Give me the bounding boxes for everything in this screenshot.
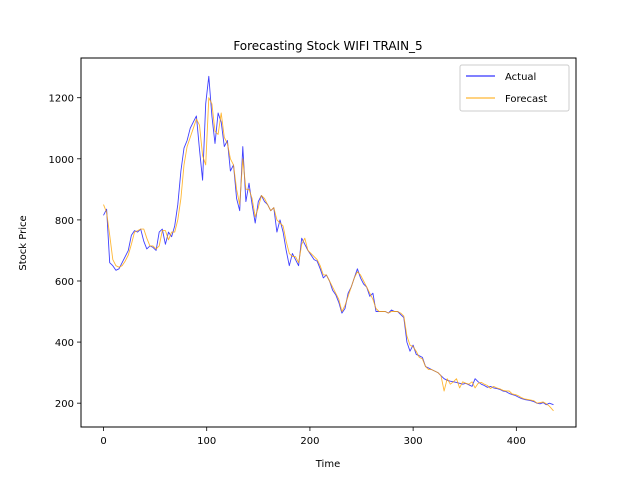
plot-frame bbox=[80, 57, 577, 428]
plot-area bbox=[103, 75, 554, 412]
y-tick-label: 600 bbox=[55, 277, 74, 288]
axes: 0 100 200 300 400 200 400 600 800 1000 1200 bbox=[49, 57, 577, 447]
x-tick-label: 100 bbox=[197, 436, 216, 447]
y-tick-label: 200 bbox=[55, 399, 74, 410]
x-tick-label: 0 bbox=[100, 436, 106, 447]
x-tick-label: 200 bbox=[300, 436, 319, 447]
y-axis-label: Stock Price bbox=[18, 215, 29, 270]
x-tick-label: 300 bbox=[404, 436, 423, 447]
y-tick-label: 1000 bbox=[49, 155, 74, 166]
x-tick-label: 400 bbox=[507, 436, 526, 447]
y-tick-label: 1200 bbox=[49, 94, 74, 105]
chart-title: Forecasting Stock WIFI TRAIN_5 bbox=[233, 39, 422, 53]
legend: Actual Forecast bbox=[459, 64, 570, 112]
legend-label-forecast: Forecast bbox=[505, 94, 547, 105]
y-tick-label: 400 bbox=[55, 338, 74, 349]
legend-label-actual: Actual bbox=[505, 72, 536, 83]
y-tick-label: 800 bbox=[55, 216, 74, 227]
x-axis-label: Time bbox=[315, 459, 340, 470]
series-line-forecast bbox=[103, 97, 554, 412]
